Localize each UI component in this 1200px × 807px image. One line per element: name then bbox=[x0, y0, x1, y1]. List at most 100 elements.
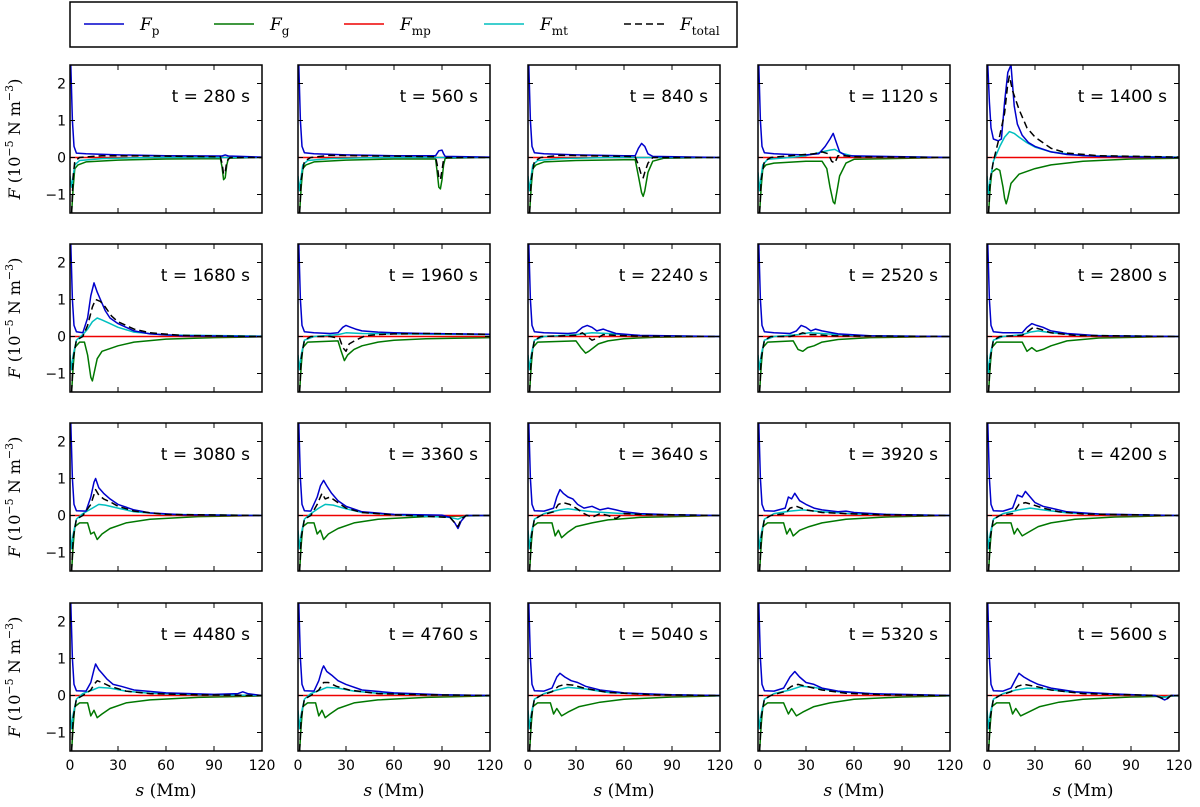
series-Fg-line bbox=[758, 514, 950, 571]
panel-1: −1 0 1 2 t = 280 s F (10−5 N m−3) bbox=[3, 64, 263, 214]
series-Fmt-line bbox=[298, 156, 490, 192]
x-tick-label: 60 bbox=[157, 758, 175, 774]
panel-time-label: t = 3920 s bbox=[849, 445, 938, 465]
x-axis-label: s (Mm) bbox=[824, 781, 885, 801]
series-Fp-line bbox=[298, 244, 490, 336]
series-Fp-line bbox=[758, 423, 950, 517]
panel-time-label: t = 2520 s bbox=[849, 266, 938, 286]
x-tick-label: 120 bbox=[249, 758, 276, 774]
y-tick-label: 0 bbox=[57, 151, 66, 167]
x-tick-label: 0 bbox=[66, 758, 75, 774]
panel-time-label: t = 2240 s bbox=[619, 266, 708, 286]
series-Fg-line bbox=[298, 336, 490, 392]
series-Fp-line bbox=[70, 423, 262, 517]
series-Ftotal-line bbox=[528, 154, 720, 213]
x-axis-label: s (Mm) bbox=[364, 781, 425, 801]
series-Fg-line bbox=[528, 156, 720, 213]
legend-label-Fp: Fp bbox=[139, 15, 160, 38]
y-tick-label: 1 bbox=[57, 114, 66, 130]
y-tick-label: 1 bbox=[57, 652, 66, 668]
panel-13: t = 3640 s bbox=[527, 422, 721, 572]
y-tick-label: 1 bbox=[57, 293, 66, 309]
series-Fp-line bbox=[758, 65, 950, 159]
panel-6: −1 0 1 2 t = 1680 s F (10−5 N m−3) bbox=[3, 243, 263, 393]
x-tick-label: 30 bbox=[1026, 758, 1044, 774]
y-tick-label: −1 bbox=[45, 188, 66, 204]
panel-time-label: t = 3080 s bbox=[161, 445, 250, 465]
series-Fp-line bbox=[987, 603, 1179, 701]
series-Fmt-line bbox=[758, 509, 950, 550]
x-axis-label: s (Mm) bbox=[136, 781, 197, 801]
panel-time-label: t = 4200 s bbox=[1078, 445, 1167, 465]
series-Fp-line bbox=[987, 244, 1179, 338]
panel-12: t = 3360 s bbox=[297, 422, 491, 572]
series-Fg-line bbox=[758, 156, 950, 213]
series-Ftotal-line bbox=[70, 679, 262, 751]
series-Fmt-line bbox=[70, 156, 262, 188]
series-Ftotal-line bbox=[987, 683, 1179, 751]
series-Fmt-line bbox=[987, 130, 1179, 196]
panel-time-label: t = 1680 s bbox=[161, 266, 250, 286]
legend-label-Fg: Fg bbox=[269, 15, 290, 38]
panel-3: t = 840 s bbox=[527, 64, 721, 214]
series-Ftotal-line bbox=[758, 683, 950, 751]
x-tick-label: 90 bbox=[1122, 758, 1140, 774]
panel-time-label: t = 5320 s bbox=[849, 625, 938, 645]
panel-time-label: t = 1400 s bbox=[1078, 87, 1167, 107]
panel-time-label: t = 5600 s bbox=[1078, 625, 1167, 645]
series-Ftotal-line bbox=[758, 505, 950, 571]
panel-15: t = 4200 s bbox=[986, 422, 1180, 572]
legend-label-Fmp: Fmp bbox=[399, 15, 431, 38]
x-axis-label: s (Mm) bbox=[1053, 781, 1114, 801]
series-Fg-line bbox=[298, 695, 490, 751]
panel-time-label: t = 3360 s bbox=[389, 445, 478, 465]
x-tick-label: 90 bbox=[205, 758, 223, 774]
series-Fg-line bbox=[987, 157, 1179, 213]
x-tick-label: 90 bbox=[663, 758, 681, 774]
series-Ftotal-line bbox=[758, 332, 950, 392]
series-Ftotal-line bbox=[987, 326, 1179, 392]
panel-time-label: t = 3640 s bbox=[619, 445, 708, 465]
series-Ftotal-line bbox=[298, 681, 490, 751]
x-tick-label: 120 bbox=[477, 758, 504, 774]
panel-time-label: t = 840 s bbox=[630, 87, 709, 107]
panel-time-label: t = 560 s bbox=[400, 87, 479, 107]
series-Fmt-line bbox=[70, 503, 262, 550]
panel-time-label: t = 4480 s bbox=[161, 625, 250, 645]
series-Fp-line bbox=[70, 603, 262, 697]
y-tick-label: 0 bbox=[57, 689, 66, 705]
series-Ftotal-line bbox=[298, 332, 490, 392]
series-Fp-line bbox=[987, 423, 1179, 517]
x-tick-label: 90 bbox=[893, 758, 911, 774]
y-axis-label: F (10−5 N m−3) bbox=[3, 617, 24, 739]
x-tick-label: 0 bbox=[524, 758, 533, 774]
series-Fmt-line bbox=[298, 503, 490, 550]
x-tick-label: 120 bbox=[1166, 758, 1193, 774]
x-tick-label: 60 bbox=[385, 758, 403, 774]
panel-18: 0 30 60 90 120 t = 5040 s s (Mm) bbox=[524, 602, 733, 801]
series-Fg-line bbox=[987, 695, 1179, 751]
series-Fg-line bbox=[528, 514, 720, 571]
y-tick-label: 1 bbox=[57, 472, 66, 488]
panel-20: 0 30 60 90 120 t = 5600 s s (Mm) bbox=[983, 602, 1193, 801]
legend-label-Ftotal: Ftotal bbox=[679, 15, 720, 38]
panel-19: 0 30 60 90 120 t = 5320 s s (Mm) bbox=[754, 602, 963, 801]
series-Fp-line bbox=[298, 423, 490, 530]
panel-14: t = 3920 s bbox=[757, 422, 951, 572]
series-Fp-line bbox=[758, 603, 950, 697]
series-Ftotal-line bbox=[70, 298, 262, 392]
series-Fg-line bbox=[987, 514, 1179, 571]
panel-10: t = 2800 s bbox=[986, 243, 1180, 393]
x-axis-label: s (Mm) bbox=[594, 781, 655, 801]
y-tick-label: −1 bbox=[45, 726, 66, 742]
x-tick-label: 30 bbox=[337, 758, 355, 774]
series-Fp-line bbox=[758, 244, 950, 338]
panel-time-label: t = 5040 s bbox=[619, 625, 708, 645]
x-tick-label: 0 bbox=[754, 758, 763, 774]
series-Ftotal-line bbox=[528, 683, 720, 751]
series-Ftotal-line bbox=[298, 492, 490, 571]
series-Ftotal-line bbox=[298, 154, 490, 213]
panel-8: t = 2240 s bbox=[527, 243, 721, 393]
series-Fg-line bbox=[758, 695, 950, 751]
